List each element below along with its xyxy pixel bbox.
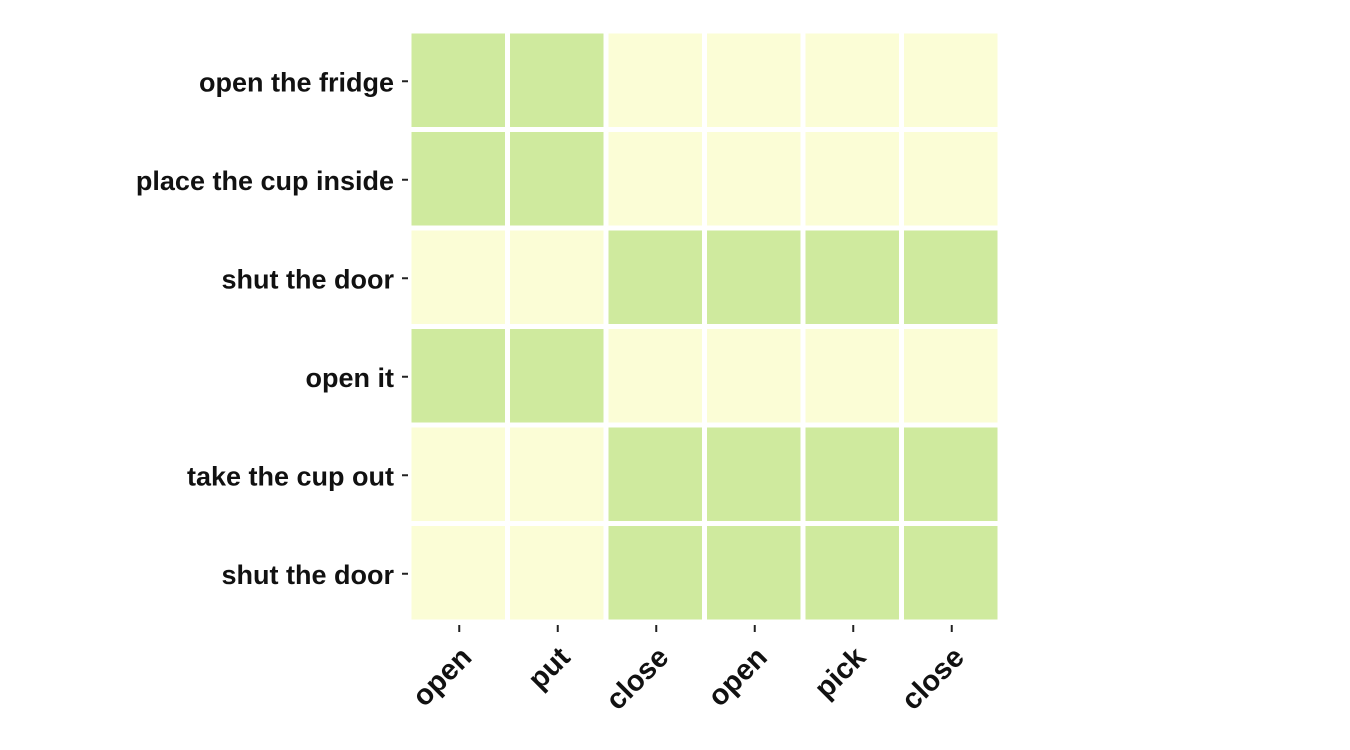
heatmap-cell bbox=[904, 132, 998, 226]
heatmap-cell bbox=[904, 329, 998, 423]
heatmap-cell bbox=[608, 132, 702, 226]
heatmap-cell bbox=[411, 33, 505, 127]
heatmap-cell bbox=[707, 329, 801, 423]
column-label: pick bbox=[809, 641, 873, 705]
heatmap-cell bbox=[805, 132, 899, 226]
heatmap-cell bbox=[805, 329, 899, 423]
heatmap-cell bbox=[904, 230, 998, 324]
column-labels: open put close open pick close bbox=[407, 625, 971, 716]
column-label: open bbox=[702, 641, 774, 713]
heatmap-cells bbox=[411, 33, 998, 620]
row-label: shut the door bbox=[222, 264, 395, 294]
heatmap-cell bbox=[608, 526, 702, 620]
heatmap-cell bbox=[707, 33, 801, 127]
row-label: take the cup out bbox=[187, 461, 394, 491]
heatmap-cell bbox=[608, 329, 702, 423]
heatmap-cell bbox=[904, 526, 998, 620]
heatmap-cell bbox=[411, 427, 505, 521]
heatmap-cell bbox=[510, 329, 604, 423]
heatmap-cell bbox=[707, 427, 801, 521]
heatmap-cell bbox=[608, 230, 702, 324]
heatmap-cell bbox=[608, 33, 702, 127]
row-label: open it bbox=[306, 363, 395, 393]
heatmap-cell bbox=[411, 132, 505, 226]
heatmap-cell bbox=[904, 33, 998, 127]
heatmap-cell bbox=[805, 427, 899, 521]
heatmap-cell bbox=[510, 230, 604, 324]
heatmap-cell bbox=[904, 427, 998, 521]
heatmap-cell bbox=[707, 230, 801, 324]
heatmap-cell bbox=[707, 132, 801, 226]
row-labels: open the fridge place the cup inside shut … bbox=[136, 67, 408, 590]
heatmap-cell bbox=[411, 526, 505, 620]
column-label: put bbox=[522, 641, 577, 696]
heatmap-cell bbox=[510, 427, 604, 521]
heatmap-cell bbox=[608, 427, 702, 521]
heatmap-cell bbox=[805, 230, 899, 324]
heatmap-cell bbox=[411, 329, 505, 423]
row-label: place the cup inside bbox=[136, 166, 394, 196]
heatmap-cell bbox=[510, 526, 604, 620]
heatmap-cell bbox=[805, 33, 899, 127]
row-label: open the fridge bbox=[199, 67, 394, 97]
column-label: close bbox=[896, 641, 971, 716]
row-label: shut the door bbox=[222, 560, 395, 590]
heatmap-cell bbox=[510, 132, 604, 226]
heatmap-cell bbox=[805, 526, 899, 620]
heatmap-cell bbox=[411, 230, 505, 324]
heatmap-cell bbox=[707, 526, 801, 620]
heatmap-cell bbox=[510, 33, 604, 127]
column-label: open bbox=[407, 641, 479, 713]
column-label: close bbox=[600, 641, 675, 716]
